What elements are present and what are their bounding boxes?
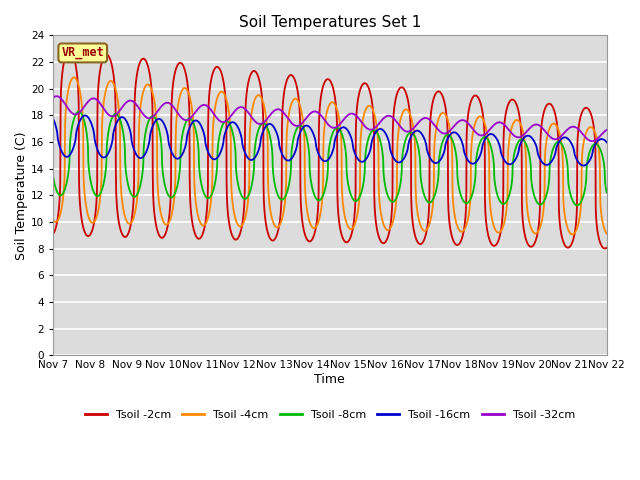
Title: Soil Temperatures Set 1: Soil Temperatures Set 1: [239, 15, 421, 30]
Tsoil -4cm: [592, 133, 600, 139]
Tsoil -2cm: [601, 246, 609, 252]
Tsoil -4cm: [70, 74, 77, 80]
Tsoil -4cm: [568, 231, 576, 237]
Tsoil -16cm: [580, 163, 588, 168]
Tsoil -4cm: [603, 230, 611, 236]
Tsoil -4cm: [532, 230, 540, 236]
Line: Tsoil -8cm: Tsoil -8cm: [53, 111, 607, 205]
Tsoil -2cm: [145, 69, 153, 74]
Legend: Tsoil -2cm, Tsoil -4cm, Tsoil -8cm, Tsoil -16cm, Tsoil -32cm: Tsoil -2cm, Tsoil -4cm, Tsoil -8cm, Tsoi…: [81, 406, 579, 424]
Tsoil -2cm: [592, 211, 600, 216]
Text: VR_met: VR_met: [61, 47, 104, 60]
Tsoil -8cm: [262, 121, 269, 127]
Tsoil -32cm: [113, 111, 120, 117]
Tsoil -4cm: [262, 111, 269, 117]
Tsoil -8cm: [573, 203, 581, 208]
Tsoil -16cm: [285, 157, 293, 163]
Tsoil -2cm: [285, 73, 293, 79]
Line: Tsoil -4cm: Tsoil -4cm: [53, 77, 607, 234]
Tsoil -4cm: [285, 108, 293, 114]
Tsoil -32cm: [285, 118, 293, 123]
Tsoil -32cm: [49, 95, 57, 100]
Tsoil -32cm: [588, 138, 596, 144]
Tsoil -32cm: [603, 127, 611, 133]
Line: Tsoil -16cm: Tsoil -16cm: [53, 115, 607, 166]
Tsoil -16cm: [532, 144, 540, 149]
Tsoil -32cm: [145, 115, 153, 121]
Tsoil -4cm: [113, 89, 120, 95]
Tsoil -2cm: [49, 231, 57, 237]
Tsoil -32cm: [52, 93, 60, 99]
Tsoil -16cm: [603, 139, 611, 145]
Line: Tsoil -32cm: Tsoil -32cm: [53, 96, 607, 141]
Tsoil -16cm: [592, 140, 600, 146]
Tsoil -2cm: [113, 194, 120, 200]
Y-axis label: Soil Temperature (C): Soil Temperature (C): [15, 131, 28, 260]
Tsoil -16cm: [145, 139, 153, 145]
X-axis label: Time: Time: [314, 373, 345, 386]
Tsoil -8cm: [145, 117, 153, 122]
Tsoil -16cm: [49, 116, 57, 121]
Tsoil -2cm: [262, 218, 269, 224]
Tsoil -8cm: [113, 111, 120, 117]
Tsoil -4cm: [49, 216, 57, 222]
Tsoil -8cm: [75, 108, 83, 114]
Tsoil -32cm: [262, 118, 269, 124]
Tsoil -8cm: [532, 198, 540, 204]
Tsoil -2cm: [532, 236, 540, 241]
Tsoil -4cm: [145, 82, 153, 88]
Tsoil -8cm: [592, 141, 600, 147]
Tsoil -16cm: [113, 120, 120, 126]
Tsoil -16cm: [262, 124, 269, 130]
Tsoil -32cm: [592, 137, 600, 143]
Tsoil -8cm: [285, 179, 293, 184]
Tsoil -2cm: [66, 48, 74, 53]
Tsoil -2cm: [603, 245, 611, 251]
Tsoil -8cm: [603, 190, 611, 195]
Line: Tsoil -2cm: Tsoil -2cm: [53, 50, 607, 249]
Tsoil -8cm: [49, 173, 57, 179]
Tsoil -32cm: [532, 121, 540, 127]
Tsoil -16cm: [81, 112, 89, 118]
